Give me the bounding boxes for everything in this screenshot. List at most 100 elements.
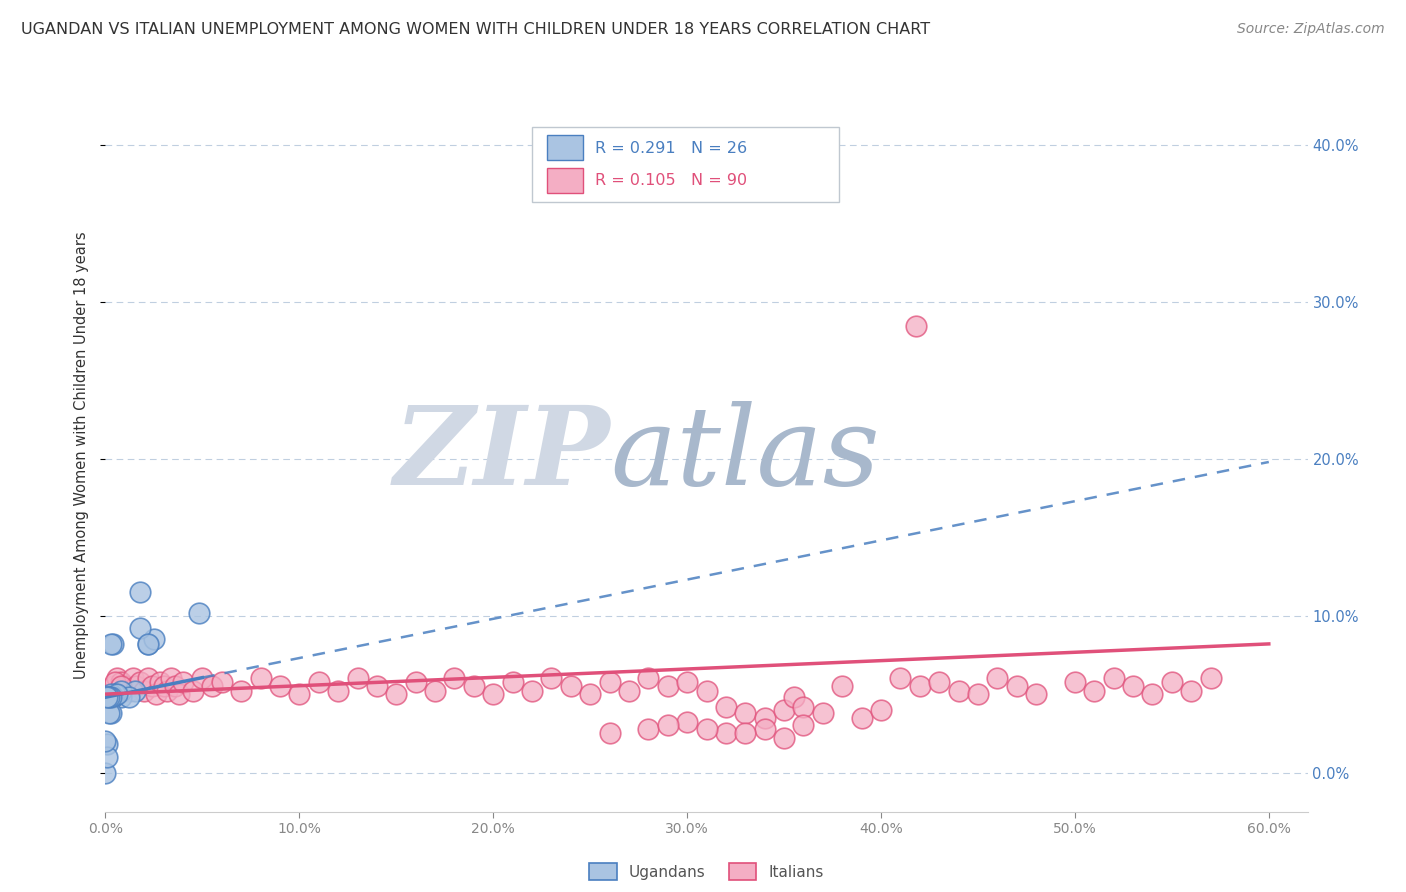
Legend: Ugandans, Italians: Ugandans, Italians	[583, 857, 830, 886]
Point	[103, 690, 125, 705]
Point	[160, 672, 183, 686]
Point	[637, 722, 659, 736]
Point	[831, 679, 853, 693]
Point	[734, 726, 756, 740]
Point	[96, 737, 118, 751]
Point	[110, 684, 132, 698]
Point	[129, 585, 152, 599]
Point	[482, 687, 505, 701]
Point	[100, 706, 122, 720]
Point	[104, 674, 127, 689]
Point	[1064, 674, 1087, 689]
Point	[98, 687, 121, 701]
Point	[948, 684, 970, 698]
Point	[811, 706, 834, 720]
Point	[385, 687, 408, 701]
Point	[96, 690, 118, 705]
Point	[1199, 672, 1222, 686]
Point	[145, 687, 167, 701]
Point	[172, 674, 194, 689]
Point	[211, 674, 233, 689]
Point	[105, 687, 128, 701]
Point	[191, 672, 214, 686]
Point	[967, 687, 990, 701]
FancyBboxPatch shape	[547, 168, 582, 193]
Point	[121, 672, 143, 686]
Point	[986, 672, 1008, 686]
Point	[346, 672, 368, 686]
Point	[714, 699, 737, 714]
Point	[326, 684, 349, 698]
Point	[889, 672, 911, 686]
Point	[136, 637, 159, 651]
Point	[783, 690, 806, 705]
Point	[103, 637, 125, 651]
Point	[156, 684, 179, 698]
Point	[1102, 672, 1125, 686]
Point	[187, 606, 209, 620]
Point	[141, 679, 163, 693]
Point	[114, 679, 136, 693]
Point	[231, 684, 253, 698]
Point	[165, 679, 187, 693]
Point	[502, 674, 524, 689]
Point	[676, 674, 699, 689]
Point	[125, 679, 148, 693]
Point	[599, 726, 621, 740]
Point	[100, 637, 122, 651]
Text: R = 0.105   N = 90: R = 0.105 N = 90	[595, 173, 747, 187]
Point	[152, 679, 174, 693]
Point	[100, 687, 122, 701]
Point	[773, 703, 796, 717]
Point	[540, 672, 562, 686]
Point	[269, 679, 291, 693]
Point	[110, 674, 132, 689]
Point	[1005, 679, 1028, 693]
Text: Source: ZipAtlas.com: Source: ZipAtlas.com	[1237, 22, 1385, 37]
Point	[851, 711, 873, 725]
Point	[288, 687, 311, 701]
Point	[118, 684, 141, 698]
Point	[599, 674, 621, 689]
Point	[103, 679, 125, 693]
Point	[110, 679, 132, 693]
Point	[124, 684, 146, 698]
Text: UGANDAN VS ITALIAN UNEMPLOYMENT AMONG WOMEN WITH CHILDREN UNDER 18 YEARS CORRELA: UGANDAN VS ITALIAN UNEMPLOYMENT AMONG WO…	[21, 22, 931, 37]
Point	[100, 690, 122, 705]
Point	[463, 679, 485, 693]
Point	[676, 715, 699, 730]
Point	[366, 679, 388, 693]
Point	[96, 690, 118, 705]
Point	[773, 731, 796, 745]
Point	[181, 684, 204, 698]
Point	[136, 672, 159, 686]
Point	[94, 765, 117, 780]
Point	[96, 749, 118, 764]
Point	[104, 687, 127, 701]
Point	[142, 632, 165, 647]
FancyBboxPatch shape	[547, 136, 582, 161]
Point	[94, 734, 117, 748]
Point	[308, 674, 330, 689]
Point	[149, 674, 172, 689]
Point	[714, 726, 737, 740]
Point	[1142, 687, 1164, 701]
Point	[908, 679, 931, 693]
Point	[100, 690, 122, 705]
Point	[98, 690, 121, 705]
Point	[167, 687, 190, 701]
Point	[657, 718, 679, 732]
Point	[1025, 687, 1047, 701]
Point	[928, 674, 950, 689]
Point	[110, 690, 132, 705]
Point	[904, 318, 927, 333]
Point	[134, 684, 156, 698]
Y-axis label: Unemployment Among Women with Children Under 18 years: Unemployment Among Women with Children U…	[75, 231, 90, 679]
Point	[443, 672, 465, 686]
Point	[792, 718, 814, 732]
Point	[560, 679, 582, 693]
Point	[696, 722, 718, 736]
Point	[870, 703, 893, 717]
Point	[423, 684, 446, 698]
Point	[405, 674, 427, 689]
